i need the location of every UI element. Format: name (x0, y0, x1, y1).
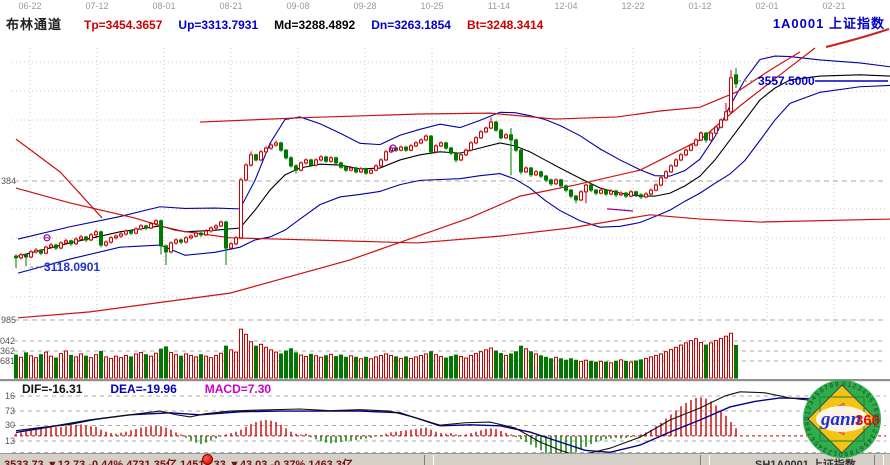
date-tick-label: 10-25 (420, 1, 444, 11)
macd-axis-label: 13 (5, 436, 16, 446)
macd-dif-value: DIF=-16.31 (22, 382, 83, 396)
status-bar-resize-handle[interactable] (874, 455, 884, 465)
date-tick-label: 06-22 (18, 1, 42, 11)
date-tick-label: 08-01 (152, 1, 176, 11)
bollinger-tp-value: Tp=3454.3657 (84, 18, 163, 32)
date-tick-label: 01-12 (688, 1, 712, 11)
macd-header: DIF=-16.31 DEA=-19.96 MACD=7.30 (22, 382, 271, 396)
alert-badge-icon[interactable] (202, 454, 213, 465)
date-tick-label: 09-08 (286, 1, 310, 11)
date-tick-label: 12-04 (554, 1, 578, 11)
macd-axis-label: 73 (5, 406, 16, 416)
symbol-label: 1A0001 上证指数 (773, 13, 885, 32)
price-annotation-low: 3118.0901 (44, 260, 101, 274)
date-tick-label: 02-01 (755, 1, 779, 11)
symbol-code: 1A0001 (772, 16, 825, 31)
bollinger-up-value: Up=3313.7931 (178, 18, 259, 32)
indicator-header: 布林通道 Tp=3454.3657 Up=3313.7931 Md=3288.4892… (6, 14, 559, 33)
status-bar-symbol-text: SH1A0001 上证指数 (755, 459, 856, 465)
status-bar-divider[interactable] (424, 455, 434, 465)
status-bar-divider[interactable] (700, 455, 710, 465)
bollinger-bt-value: Bt=3248.3414 (466, 18, 544, 32)
volume-axis-label: 681 (0, 356, 16, 366)
status-bar-quote-text: 3533.73 ▼12.73 -0.44% 4731.35亿 14512.33 … (4, 459, 353, 465)
date-tick-label: 08-21 (219, 1, 243, 11)
volume-axis-label: 042 (0, 336, 16, 346)
date-tick-label: 07-12 (85, 1, 109, 11)
symbol-name: 上证指数 (828, 16, 885, 31)
macd-axis-label: 30 (5, 420, 16, 430)
logo-text-gann: gann (820, 409, 861, 430)
price-axis-label: 384 (1, 176, 17, 186)
bollinger-dn-value: Dn=3263.1854 (371, 18, 451, 32)
indicator-name-label: 布林通道 (6, 17, 63, 32)
date-tick-label: 11-14 (487, 1, 511, 11)
price-axis-label: 985 (1, 315, 17, 325)
logo-ellipse (816, 406, 868, 432)
macd-axis-label: 16 (5, 391, 16, 401)
volume-axis-label: 362 (0, 346, 16, 356)
bollinger-md-value: Md=3288.4892 (274, 18, 356, 32)
status-bar[interactable]: 3533.73 ▼12.73 -0.44% 4731.35亿 14512.33 … (0, 453, 890, 465)
logo-text-360: 360 (855, 412, 880, 429)
gann360-logo[interactable]: gann 360 0123456789012345678901234567890… (800, 377, 884, 461)
macd-dea-value: DEA=-19.96 (110, 382, 177, 396)
date-tick-label: 09-28 (353, 1, 377, 11)
macd-macd-value: MACD=7.30 (204, 382, 272, 396)
date-tick-label: 02-21 (822, 1, 846, 11)
date-tick-label: 12-22 (621, 1, 645, 11)
price-annotation-high: 3557.5000 (758, 74, 815, 88)
